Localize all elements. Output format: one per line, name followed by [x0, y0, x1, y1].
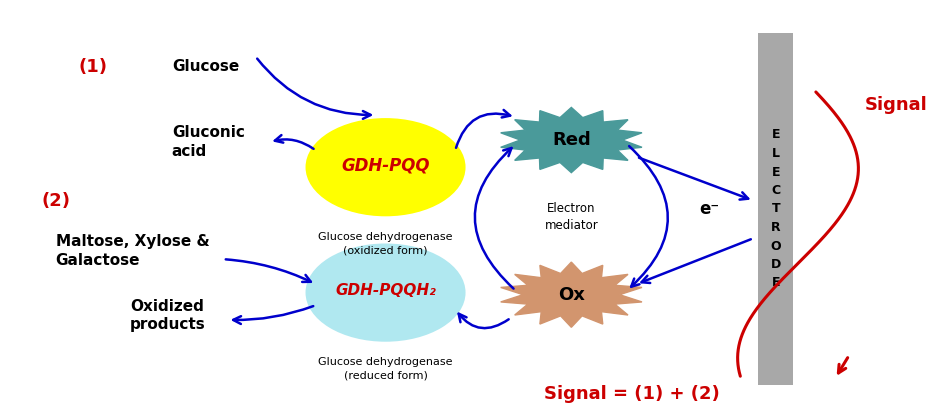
Text: Oxidized
products: Oxidized products	[130, 299, 206, 332]
Text: Red: Red	[551, 131, 590, 149]
Text: Maltose, Xylose &
Galactose: Maltose, Xylose & Galactose	[56, 234, 210, 268]
FancyBboxPatch shape	[757, 33, 793, 385]
Text: GDH-PQQH₂: GDH-PQQH₂	[335, 283, 435, 298]
Polygon shape	[500, 107, 641, 173]
Polygon shape	[500, 262, 641, 327]
Text: Glucose dehydrogenase
(reduced form): Glucose dehydrogenase (reduced form)	[318, 357, 452, 381]
Text: Signal: Signal	[864, 95, 927, 114]
Ellipse shape	[306, 245, 464, 341]
Text: E
L
E
C
T
R
O
D
E: E L E C T R O D E	[769, 128, 780, 290]
Text: Electron
mediator: Electron mediator	[544, 202, 598, 232]
Ellipse shape	[306, 119, 464, 215]
Text: (1): (1)	[78, 58, 108, 76]
Text: Glucose: Glucose	[172, 59, 238, 74]
Text: (2): (2)	[41, 191, 71, 210]
Text: Signal = (1) + (2): Signal = (1) + (2)	[543, 385, 719, 403]
Text: e⁻: e⁻	[698, 200, 718, 218]
Text: Gluconic
acid: Gluconic acid	[172, 125, 244, 159]
Text: Ox: Ox	[558, 285, 584, 304]
Text: Glucose dehydrogenase
(oxidized form): Glucose dehydrogenase (oxidized form)	[318, 232, 452, 255]
Text: GDH-PQQ: GDH-PQQ	[341, 156, 430, 174]
